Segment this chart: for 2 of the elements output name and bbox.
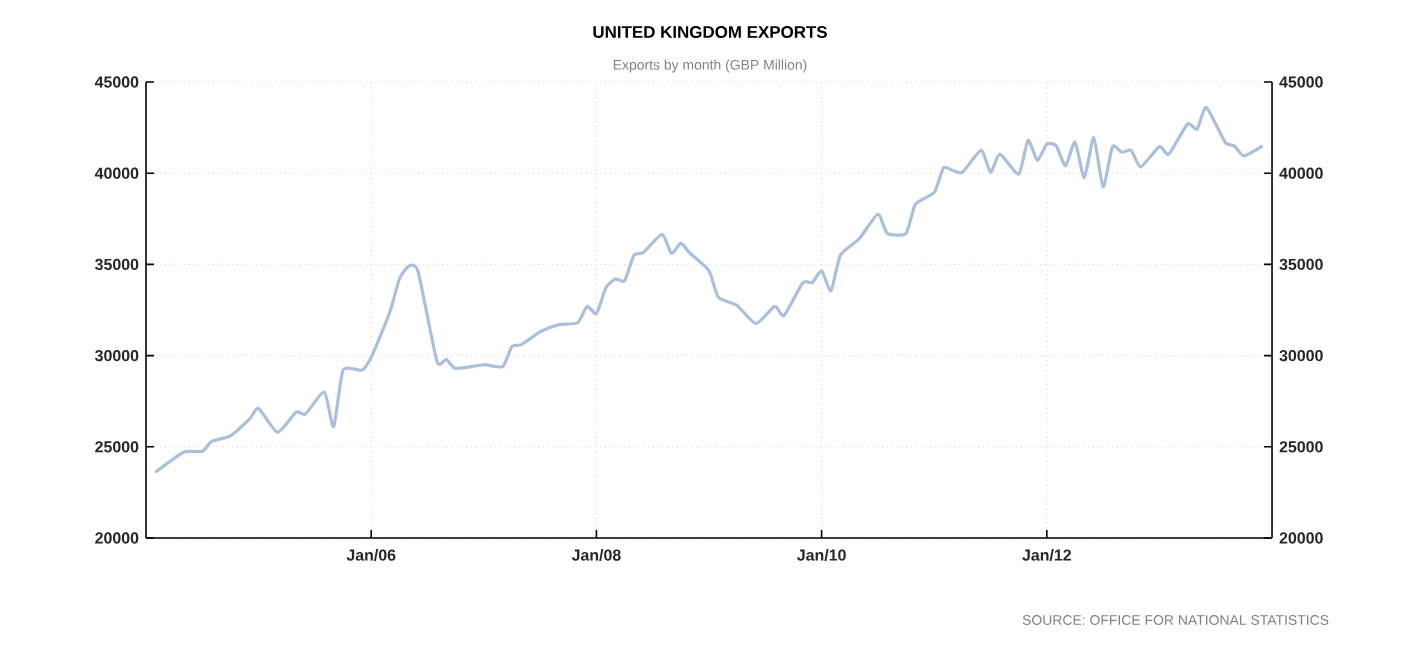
line-series — [153, 105, 1265, 474]
chart-title: UNITED KINGDOM EXPORTS — [593, 26, 827, 38]
